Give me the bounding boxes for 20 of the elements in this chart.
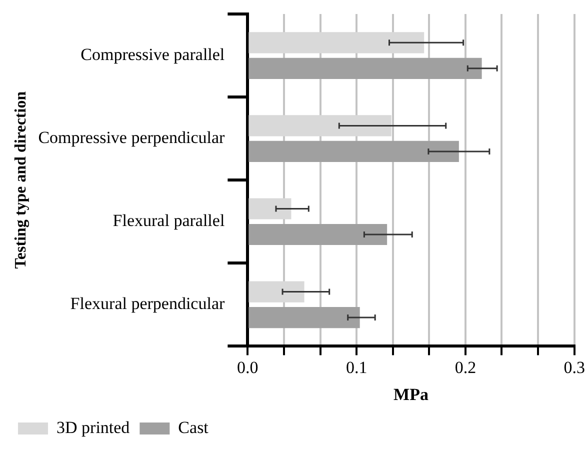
bar — [248, 140, 459, 162]
bar — [248, 58, 482, 79]
y-tick-label: Flexural parallel — [112, 211, 225, 230]
y-tick-label: Flexural perpendicular — [70, 294, 225, 314]
x-tick-label: 0.0 — [237, 358, 258, 377]
y-tick-label: Compressive perpendicular — [38, 128, 226, 148]
y-tick-label: Compressive parallel — [80, 44, 225, 64]
bar — [248, 115, 392, 136]
bar — [248, 32, 424, 54]
legend-label: Cast — [178, 418, 209, 437]
x-axis-title: MPa — [394, 385, 429, 404]
bar — [248, 198, 292, 220]
bar — [248, 224, 388, 246]
x-tick-label: 0.2 — [454, 358, 476, 377]
bar — [248, 306, 360, 328]
x-tick-label: 0.1 — [346, 358, 368, 377]
legend-label: 3D printed — [56, 418, 130, 437]
bar — [248, 281, 304, 302]
x-tick-label: 0.3 — [564, 358, 585, 377]
y-axis-title: Testing type and direction — [12, 91, 30, 269]
